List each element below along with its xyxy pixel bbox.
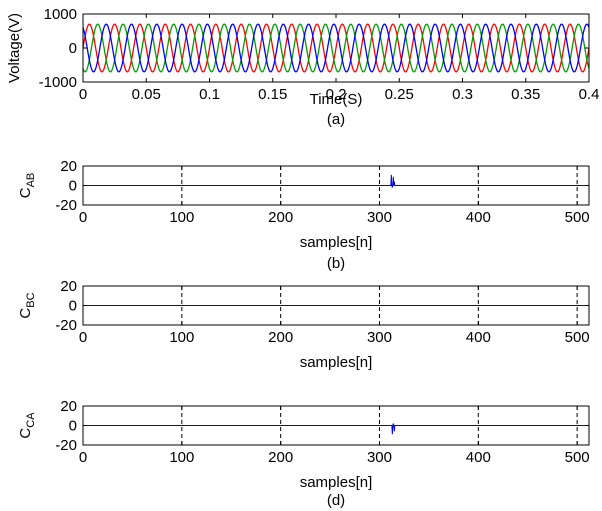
y-axis-label: CCA <box>17 412 37 439</box>
x-tick-label: 400 <box>466 329 491 346</box>
x-tick-label: 200 <box>268 449 293 466</box>
x-tick-label: 500 <box>565 329 590 346</box>
series-line-2 <box>82 23 590 73</box>
y-tick-label: 20 <box>60 398 77 415</box>
y-tick-label: 20 <box>60 158 77 175</box>
series-line-0 <box>83 174 589 188</box>
panel-caption: (d) <box>327 492 345 509</box>
x-tick-label: 0 <box>79 329 87 346</box>
panel-voltage: 0 0.05 0.1 0.15 0.2 0.25 0.3 0.35 0.410000-1000 … <box>6 6 599 128</box>
x-axis-label: Time(S) <box>310 91 363 108</box>
y-tick-label: 0 <box>69 40 77 57</box>
x-tick-label: 100 <box>169 209 194 226</box>
x-tick-label: 0 <box>79 209 87 226</box>
series-line-0 <box>83 423 589 435</box>
x-tick-label: 100 <box>169 449 194 466</box>
x-tick-label: 300 <box>367 449 392 466</box>
x-tick-label: 200 <box>268 209 293 226</box>
y-tick-label: -20 <box>55 437 77 454</box>
x-tick-label: 400 <box>466 209 491 226</box>
y-axis-label-sub: CA <box>25 412 37 428</box>
x-tick-label: 500 <box>565 209 590 226</box>
y-axis-label-main: C <box>17 428 34 439</box>
y-axis-label: CAB <box>17 173 37 199</box>
x-tick-label: 300 <box>367 329 392 346</box>
y-tick-label: -20 <box>55 317 77 334</box>
y-tick-label: 0 <box>69 418 77 435</box>
y-axis-label-main: C <box>17 187 34 198</box>
y-axis-label-main: C <box>17 308 34 319</box>
series-line-0 <box>82 23 590 73</box>
x-axis-label: samples[n] <box>300 354 373 371</box>
x-tick-label: 0.4 <box>579 86 600 103</box>
panel-caption: (a) <box>327 111 345 128</box>
y-axis-label-sub: AB <box>25 173 37 188</box>
y-tick-label: 1000 <box>44 6 77 23</box>
y-tick-label: -1000 <box>39 74 77 91</box>
x-tick-label: 0 <box>79 449 87 466</box>
x-tick-label: 0.3 <box>452 86 473 103</box>
y-axis-label-sub: BC <box>25 292 37 307</box>
x-tick-label: 0.1 <box>199 86 220 103</box>
x-tick-label: 0.05 <box>132 86 161 103</box>
x-tick-label: 100 <box>169 329 194 346</box>
x-axis-label: samples[n] <box>300 474 373 491</box>
y-tick-label: 20 <box>60 278 77 295</box>
x-tick-label: 0.25 <box>385 86 414 103</box>
y-tick-label: 0 <box>69 298 77 315</box>
x-tick-label: 0 <box>79 86 87 103</box>
x-tick-label: 0.2 <box>326 86 347 103</box>
panel-caption: (b) <box>327 255 345 272</box>
x-axis-label: samples[n] <box>300 234 373 251</box>
y-axis-label: Voltage(V) <box>6 13 23 83</box>
x-tick-label: 300 <box>367 209 392 226</box>
series-line-1 <box>82 23 590 73</box>
x-tick-label: 200 <box>268 329 293 346</box>
x-tick-label: 0.15 <box>258 86 287 103</box>
y-tick-label: -20 <box>55 197 77 214</box>
x-tick-label: 0.35 <box>511 86 540 103</box>
x-tick-label: 500 <box>565 449 590 466</box>
y-tick-label: 0 <box>69 178 77 195</box>
y-axis-label: CBC <box>17 292 37 318</box>
x-tick-label: 400 <box>466 449 491 466</box>
